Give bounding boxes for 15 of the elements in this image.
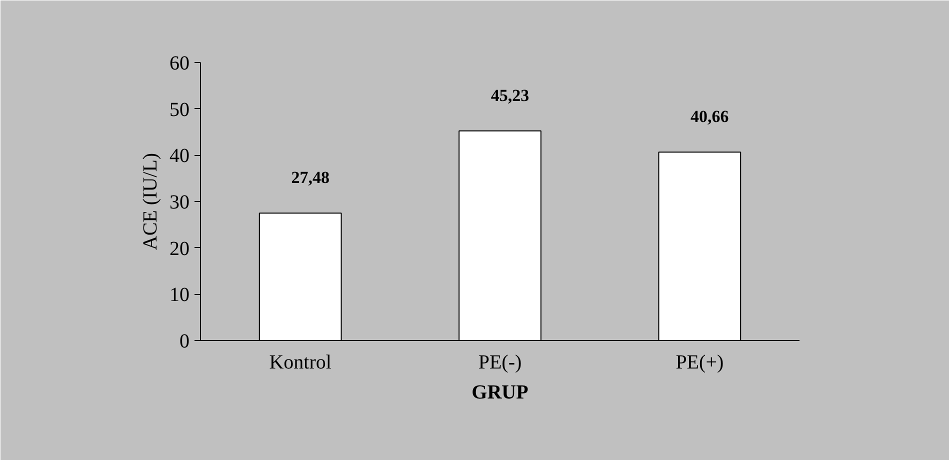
- y-tick-label: 30: [170, 192, 190, 214]
- y-tick-label: 40: [170, 145, 190, 168]
- x-tick-label: PE(-): [478, 352, 522, 374]
- data-label: 40,66: [690, 106, 729, 126]
- data-label: 27,48: [291, 168, 330, 188]
- y-tick-label: 50: [170, 98, 190, 121]
- x-tick-label: Kontrol: [269, 352, 332, 374]
- data-label: 45,23: [490, 86, 530, 105]
- x-tick-label: PE(+): [676, 352, 724, 374]
- y-tick-label: 20: [170, 238, 190, 260]
- y-axis-title: ACE (IU/L): [140, 152, 162, 250]
- x-axis-title: GRUP: [472, 382, 528, 404]
- y-tick-label: 0: [180, 330, 190, 352]
- y-tick-label: 10: [170, 284, 190, 306]
- y-tick-label: 60: [170, 52, 190, 74]
